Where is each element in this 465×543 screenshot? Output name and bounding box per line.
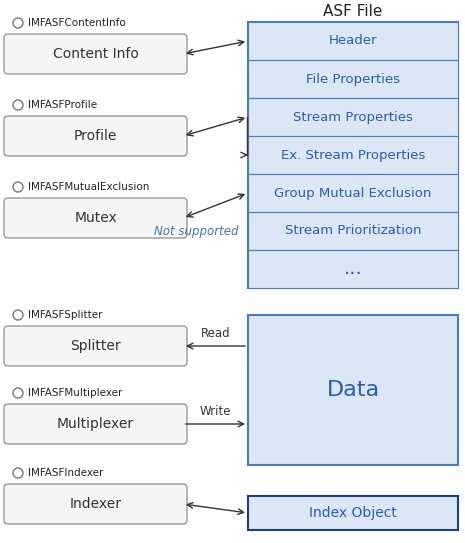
Text: ...: ... <box>344 260 362 279</box>
Text: IMFASFMutualExclusion: IMFASFMutualExclusion <box>28 182 149 192</box>
Text: Write: Write <box>200 405 231 418</box>
Bar <box>248 212 458 250</box>
Text: Data: Data <box>326 380 379 400</box>
Text: Ex. Stream Properties: Ex. Stream Properties <box>281 148 425 161</box>
FancyBboxPatch shape <box>4 116 187 156</box>
Circle shape <box>13 182 23 192</box>
Circle shape <box>13 310 23 320</box>
FancyBboxPatch shape <box>4 484 187 524</box>
Text: Content Info: Content Info <box>53 47 139 61</box>
Text: Not supported: Not supported <box>153 224 238 237</box>
Text: File Properties: File Properties <box>306 73 400 85</box>
FancyBboxPatch shape <box>4 326 187 366</box>
Text: Group Mutual Exclusion: Group Mutual Exclusion <box>274 186 432 199</box>
Text: Mutex: Mutex <box>74 211 117 225</box>
Circle shape <box>13 468 23 478</box>
Text: IMFASFIndexer: IMFASFIndexer <box>28 468 103 478</box>
Bar <box>248 315 458 465</box>
Circle shape <box>13 388 23 398</box>
Text: Read: Read <box>201 327 230 340</box>
Text: Indexer: Indexer <box>69 497 121 511</box>
Text: IMFASFMultiplexer: IMFASFMultiplexer <box>28 388 122 398</box>
Text: Index Object: Index Object <box>309 506 397 520</box>
Bar <box>248 22 458 288</box>
FancyBboxPatch shape <box>4 404 187 444</box>
Text: Multiplexer: Multiplexer <box>57 417 134 431</box>
Text: Splitter: Splitter <box>70 339 121 353</box>
Text: IMFASFProfile: IMFASFProfile <box>28 100 97 110</box>
Bar <box>248 98 458 136</box>
Text: Stream Prioritization: Stream Prioritization <box>285 224 421 237</box>
Text: Header: Header <box>329 35 377 47</box>
FancyBboxPatch shape <box>4 198 187 238</box>
Circle shape <box>13 18 23 28</box>
Bar <box>248 250 458 288</box>
Bar <box>248 174 458 212</box>
Bar <box>248 496 458 530</box>
Text: IMFASFContentInfo: IMFASFContentInfo <box>28 18 126 28</box>
Text: Stream Properties: Stream Properties <box>293 110 413 123</box>
FancyBboxPatch shape <box>4 34 187 74</box>
Bar <box>248 22 458 60</box>
Text: Profile: Profile <box>74 129 117 143</box>
Bar <box>248 60 458 98</box>
Circle shape <box>13 100 23 110</box>
Text: IMFASFSplitter: IMFASFSplitter <box>28 310 102 320</box>
Bar <box>248 136 458 174</box>
Text: ASF File: ASF File <box>323 4 383 20</box>
